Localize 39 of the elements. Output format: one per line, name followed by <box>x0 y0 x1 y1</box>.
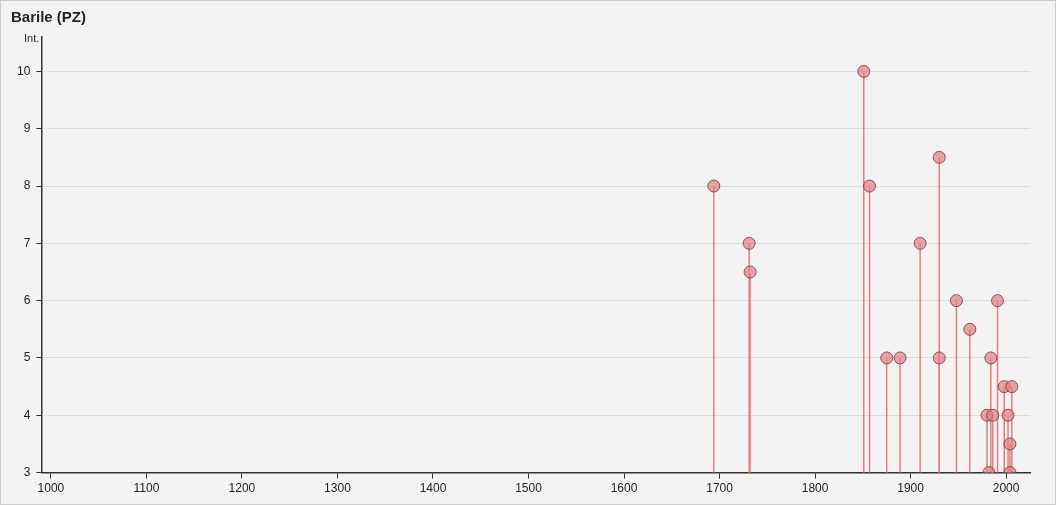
x-tick-label: 1900 <box>897 481 925 496</box>
point <box>986 408 1000 422</box>
point <box>991 294 1004 308</box>
point <box>893 351 907 365</box>
point <box>863 179 876 193</box>
point <box>880 351 894 365</box>
x-tick-label: 1100 <box>133 481 160 496</box>
point <box>950 294 963 308</box>
y-tick-label: 3 <box>23 464 31 479</box>
point <box>1001 408 1015 422</box>
point <box>1003 437 1017 451</box>
point <box>707 179 721 193</box>
x-tick-label: 1800 <box>801 481 829 496</box>
x-tick-label: 1400 <box>419 481 447 496</box>
chart-title: Barile (PZ) <box>11 8 87 26</box>
y-tick-label: 9 <box>23 121 31 136</box>
point <box>743 265 757 279</box>
y-tick-label: 6 <box>23 292 31 307</box>
point <box>932 351 946 365</box>
x-tick-label: 1700 <box>706 481 734 496</box>
x-tick-label: 1300 <box>324 481 352 496</box>
x-tick-label: 2000 <box>992 481 1020 496</box>
y-axis-title: Int. <box>24 32 40 45</box>
y-tick-label: 7 <box>23 235 31 250</box>
point <box>742 236 756 250</box>
x-tick-label: 1200 <box>228 481 256 496</box>
x-tick-label: 1000 <box>37 481 65 496</box>
x-tick-label: 1600 <box>610 481 638 496</box>
point <box>932 150 946 164</box>
point <box>1005 380 1019 394</box>
y-tick-label: 10 <box>16 63 31 78</box>
y-tick-label: 8 <box>23 178 31 193</box>
y-tick-label: 5 <box>23 350 31 365</box>
point <box>913 236 927 250</box>
point <box>984 351 998 365</box>
x-tick-label: 1500 <box>515 481 543 496</box>
point <box>857 64 871 78</box>
point <box>963 322 977 336</box>
y-tick-label: 4 <box>23 407 31 422</box>
